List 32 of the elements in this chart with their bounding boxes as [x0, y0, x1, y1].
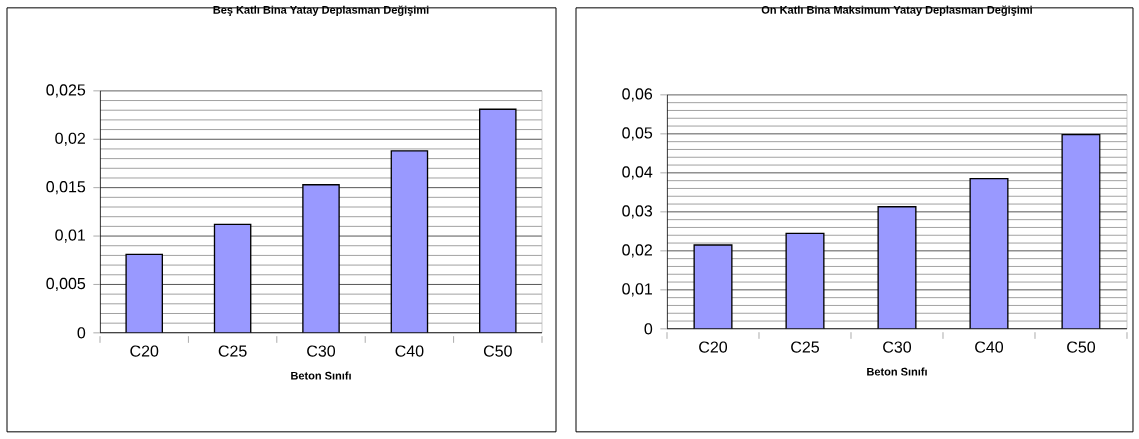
- x-tick-label: C50: [483, 345, 512, 357]
- x-tick-label: C40: [975, 341, 1004, 353]
- x-tick-label: C25: [218, 345, 247, 357]
- y-tick-label: 0,05: [622, 127, 653, 141]
- chart-title: On Katlı Bina Maksimum Yatay Deplasman Değişimi: [761, 5, 1032, 17]
- y-tick-label: 0,03: [622, 205, 653, 219]
- y-tick-label: 0,005: [46, 277, 86, 292]
- x-tick-label: C25: [791, 341, 819, 353]
- y-tick-label: 0,025: [46, 84, 86, 98]
- y-tick-label: 0,015: [46, 181, 86, 195]
- bar: [391, 150, 428, 333]
- x-tick-label: C30: [307, 345, 336, 357]
- chart-title: Beş Katlı Bina Yatay Deplasman Değişimi: [213, 5, 429, 17]
- bar: [126, 254, 163, 333]
- y-tick-label: 0,06: [622, 88, 653, 102]
- x-tick-label: C40: [395, 345, 424, 357]
- y-tick-label: 0,02: [55, 132, 85, 146]
- y-tick-label: 0,01: [55, 229, 85, 243]
- bar: [479, 108, 517, 333]
- x-axis-title: Beton Sınıfı: [867, 367, 927, 376]
- x-axis-title: Beton Sınıfı: [291, 371, 351, 380]
- x-tick-label: C50: [1067, 341, 1096, 353]
- y-tick-label: 0,04: [622, 166, 653, 180]
- y-tick-label: 0: [644, 323, 653, 335]
- x-tick-label: C30: [883, 341, 912, 353]
- x-tick-label: C20: [699, 341, 728, 353]
- y-tick-label: 0: [77, 327, 86, 339]
- bar: [214, 224, 251, 333]
- y-tick-label: 0,01: [622, 283, 652, 297]
- x-tick-label: C20: [130, 345, 159, 357]
- y-tick-label: 0,02: [622, 244, 652, 258]
- bar: [302, 184, 340, 333]
